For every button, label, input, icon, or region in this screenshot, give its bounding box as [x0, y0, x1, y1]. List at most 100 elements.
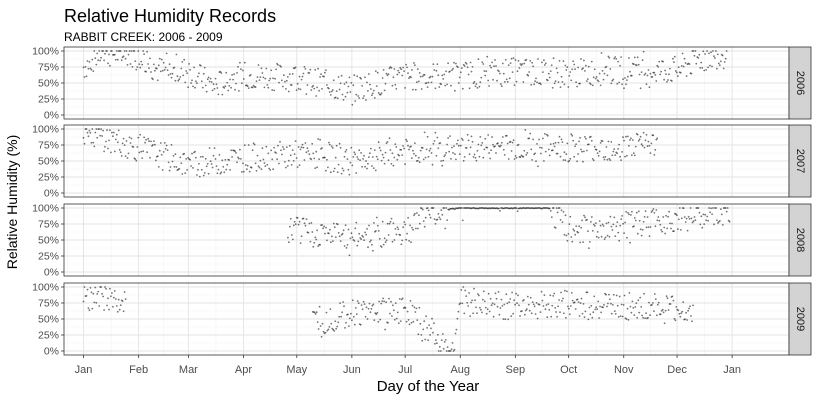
data-point — [650, 211, 653, 213]
data-point — [630, 137, 632, 140]
data-point — [621, 151, 623, 153]
data-point — [291, 149, 294, 152]
data-point — [425, 315, 427, 318]
data-point — [262, 76, 265, 79]
data-point — [204, 157, 207, 160]
data-point — [669, 67, 671, 70]
data-point — [534, 152, 536, 155]
data-point — [454, 332, 457, 335]
data-point — [267, 86, 270, 89]
data-point — [671, 222, 673, 225]
data-point — [170, 76, 173, 79]
data-point — [99, 134, 102, 137]
data-point — [195, 156, 197, 159]
data-point — [240, 68, 242, 71]
data-point — [679, 71, 682, 74]
data-point — [646, 145, 649, 148]
data-point — [341, 167, 344, 170]
data-point — [562, 60, 565, 63]
data-point — [272, 168, 274, 171]
data-point — [501, 136, 504, 138]
data-point — [683, 216, 686, 218]
data-point — [138, 151, 141, 154]
data-point — [714, 57, 716, 59]
data-point — [282, 85, 284, 88]
data-point — [260, 67, 263, 70]
data-point — [565, 234, 568, 237]
data-point — [515, 80, 518, 83]
data-point — [330, 145, 333, 148]
data-point — [464, 61, 467, 64]
data-point — [321, 147, 323, 149]
data-point — [596, 152, 599, 155]
data-point — [481, 311, 483, 314]
data-point — [440, 209, 443, 212]
data-point — [563, 83, 566, 86]
data-point — [294, 140, 297, 143]
data-point — [653, 310, 655, 312]
data-point — [486, 308, 489, 311]
data-point — [360, 238, 363, 241]
data-point — [488, 310, 491, 313]
data-point — [655, 80, 658, 82]
data-point — [517, 60, 520, 62]
data-point — [529, 296, 532, 299]
data-point — [327, 166, 329, 169]
data-point — [396, 158, 399, 161]
data-point — [580, 297, 583, 300]
y-tick-label: 0% — [44, 346, 59, 358]
data-point — [575, 225, 578, 228]
data-point — [288, 144, 291, 147]
data-point — [583, 59, 585, 62]
data-point — [197, 168, 199, 171]
data-point — [248, 170, 251, 173]
data-point — [344, 150, 347, 153]
data-point — [283, 74, 285, 77]
data-point — [173, 66, 176, 69]
data-point — [278, 81, 280, 84]
data-point — [375, 155, 378, 158]
data-point — [392, 76, 395, 79]
data-point — [519, 315, 521, 317]
data-point — [121, 300, 124, 302]
data-point — [371, 243, 373, 246]
data-point — [483, 300, 486, 303]
data-point — [408, 323, 411, 326]
data-point — [385, 301, 387, 304]
data-point — [717, 62, 720, 65]
data-point — [593, 225, 596, 227]
data-point — [265, 145, 268, 148]
data-point — [420, 88, 423, 90]
data-point — [285, 88, 287, 90]
data-point — [439, 218, 442, 221]
data-point — [320, 73, 322, 75]
data-point — [455, 328, 458, 331]
data-point — [715, 207, 717, 209]
data-point — [167, 161, 170, 164]
data-point — [143, 53, 146, 55]
data-point — [589, 83, 592, 86]
data-point — [580, 226, 582, 229]
data-point — [469, 61, 472, 64]
data-point — [184, 81, 187, 84]
data-point — [656, 64, 659, 67]
data-point — [365, 99, 367, 101]
data-point — [394, 83, 397, 86]
data-point — [542, 71, 544, 73]
data-point — [212, 154, 215, 157]
data-point — [266, 84, 269, 86]
data-point — [314, 236, 317, 239]
y-tick-label: 75% — [38, 298, 59, 310]
series-points-2008 — [287, 207, 731, 257]
data-point — [193, 66, 195, 69]
data-point — [612, 293, 615, 296]
data-point — [348, 254, 351, 257]
data-point — [489, 157, 491, 160]
data-point — [346, 158, 349, 161]
data-point — [315, 238, 318, 241]
data-point — [95, 63, 98, 66]
data-point — [289, 217, 292, 220]
data-point — [645, 133, 648, 136]
data-point — [338, 235, 341, 238]
data-point — [219, 172, 222, 175]
